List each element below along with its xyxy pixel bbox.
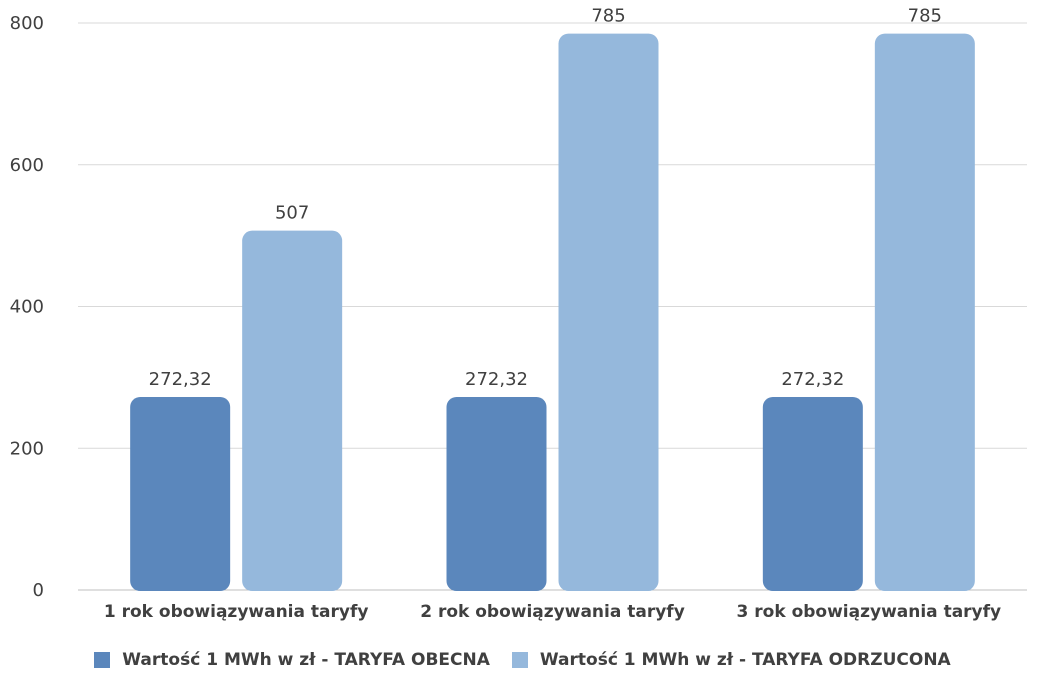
x-category-label-2: 2 rok obowiązywania taryfy xyxy=(420,602,685,622)
legend-label-series-2: Wartość 1 MWh w zł - TARYFA ODRZUCONA xyxy=(539,650,951,670)
data-label-series-2-cat-3: 785 xyxy=(908,6,942,27)
bar-series-1-cat-3 xyxy=(762,396,863,591)
y-tick-label: 600 xyxy=(10,155,44,176)
legend-swatch-series-2 xyxy=(511,652,528,668)
y-tick-label: 0 xyxy=(33,580,44,601)
y-tick-label: 200 xyxy=(10,438,44,459)
data-label-series-1-cat-3: 272,32 xyxy=(781,369,844,390)
y-tick-label: 800 xyxy=(10,13,44,34)
bar-series-1-cat-1 xyxy=(130,396,231,591)
data-label-series-1-cat-2: 272,32 xyxy=(465,369,528,390)
bar-series-2-cat-1 xyxy=(242,230,343,591)
data-label-series-2-cat-2: 785 xyxy=(591,6,625,27)
chart-plot: 0 200 400 600 800 272,32 507 1 rok obowiązywani… xyxy=(10,6,1027,622)
bar-series-2-cat-2 xyxy=(558,33,659,592)
chart-legend: Wartość 1 MWh w zł - TARYFA OBECNA Warto… xyxy=(0,646,1045,674)
legend-item-series-1: Wartość 1 MWh w zł - TARYFA OBECNA xyxy=(94,650,490,670)
legend-swatch-series-1 xyxy=(94,652,111,668)
x-category-label-3: 3 rok obowiązywania taryfy xyxy=(737,602,1002,622)
x-category-label-1: 1 rok obowiązywania taryfy xyxy=(104,602,369,622)
y-tick-label: 400 xyxy=(10,297,44,318)
legend-item-series-2: Wartość 1 MWh w zł - TARYFA ODRZUCONA xyxy=(511,650,951,670)
legend-label-series-1: Wartość 1 MWh w zł - TARYFA OBECNA xyxy=(122,650,490,670)
data-label-series-2-cat-1: 507 xyxy=(275,203,309,224)
bar-series-1-cat-2 xyxy=(446,396,547,591)
data-label-series-1-cat-1: 272,32 xyxy=(149,369,212,390)
bar-series-2-cat-3 xyxy=(874,33,975,592)
